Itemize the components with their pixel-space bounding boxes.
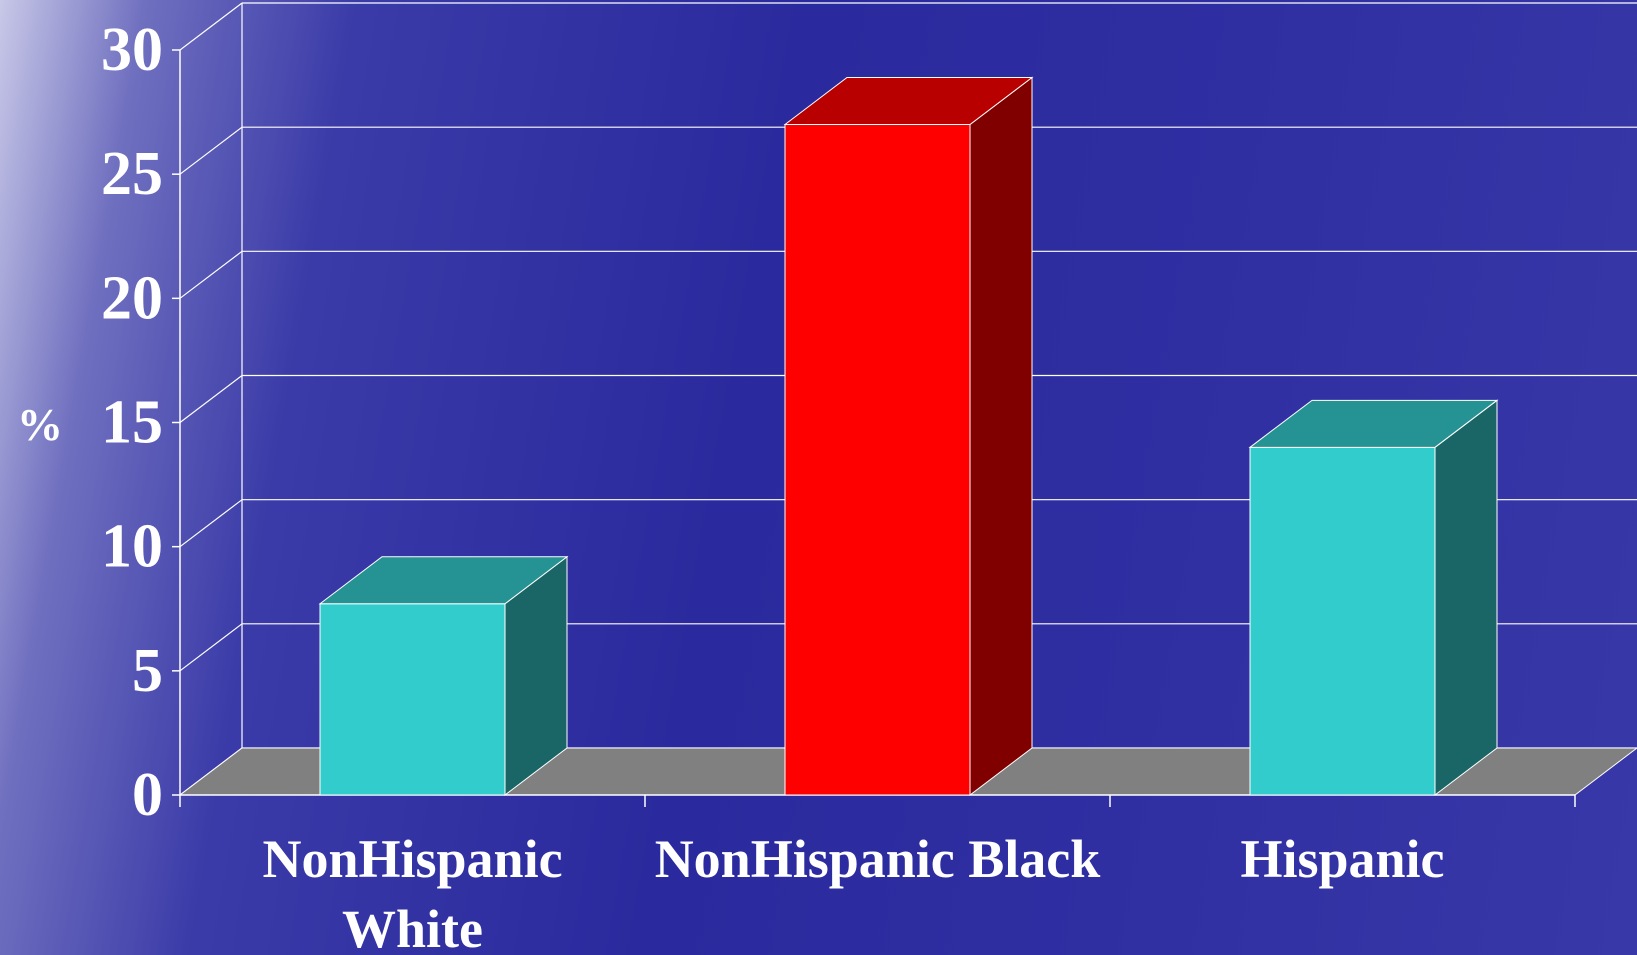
bar-top — [318, 556, 569, 605]
bar-top — [783, 77, 1034, 125]
y-axis-label: % — [17, 399, 63, 450]
y-tick-label: 5 — [132, 637, 163, 705]
x-tick-label: Hispanic — [1240, 829, 1444, 889]
y-tick-label: 25 — [101, 140, 163, 208]
chart-bars — [318, 76, 1499, 797]
side-gridline — [179, 126, 243, 175]
x-axis: NonHispanic White NonHispanic Black Hispani… — [262, 829, 1444, 955]
x-tick-label: NonHispanic — [262, 829, 562, 889]
y-tick-label: 20 — [101, 264, 163, 332]
y-tick-label: 0 — [132, 761, 163, 829]
side-gridline — [179, 250, 243, 299]
side-gridline — [179, 375, 243, 423]
x-tick-label: NonHispanic Black — [655, 829, 1101, 889]
y-tick-label: 15 — [101, 389, 163, 457]
y-axis: 0 5 10 15 20 25 30 — [101, 16, 163, 829]
bar-front — [784, 124, 971, 796]
bar — [318, 555, 569, 797]
bar-side — [969, 76, 1033, 797]
bar-front — [1249, 446, 1436, 796]
y-tick-label: 30 — [101, 16, 163, 84]
bar-side — [1434, 399, 1498, 797]
bar — [783, 76, 1034, 797]
bar-top — [1248, 399, 1499, 448]
bar-front — [319, 603, 506, 796]
side-gridline — [179, 499, 243, 548]
y-tick-label: 10 — [101, 513, 163, 581]
side-gridline — [179, 623, 243, 672]
x-tick-label: White — [342, 899, 483, 955]
side-gridline — [179, 2, 243, 51]
bar — [1248, 399, 1499, 797]
